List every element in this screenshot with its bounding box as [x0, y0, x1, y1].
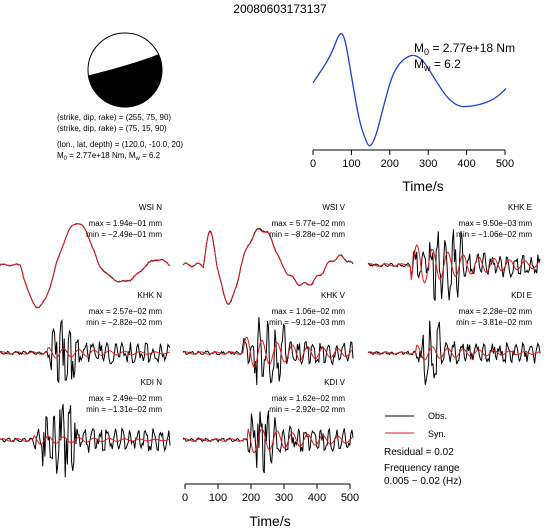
- wave-axis-tick-label: 300: [275, 492, 293, 504]
- waveform-panel: KHK E max = 9.50e−03 mm min = −1.06e−02 mm: [367, 203, 541, 301]
- synthetic-trace: [0, 346, 171, 359]
- waveform-panel: WSI V max = 5.77e−02 mm min = −8.28e−02 mm: [182, 203, 354, 305]
- beachball: [87, 32, 163, 108]
- synthetic-trace: [367, 243, 541, 284]
- synthetic-trace: [182, 428, 354, 454]
- mechanism-info: (strike, dip, rake) = (255, 75, 90) (str…: [57, 113, 183, 162]
- station-label: KDI N: [141, 378, 163, 387]
- legend-residual: Residual = 0.02: [384, 447, 454, 458]
- station-max: max = 5.77e−02 mm: [272, 219, 346, 228]
- waveform-panel: KHK V max = 1.06e−02 mm min = −9.12e−03 mm: [182, 291, 354, 386]
- waveform-panel: WSI N max = 1.94e−01 mm min = −2.49e−01 mm: [0, 203, 171, 309]
- station-max: max = 2.28e−02 mm: [459, 307, 533, 316]
- station-min: min = −3.81e−02 mm: [456, 318, 532, 327]
- station-min: min = −2.49e−01 mm: [86, 230, 162, 239]
- waveform-panel: KDI N max = 2.49e−02 mm min = −1.31e−02 mm: [0, 378, 171, 478]
- mechanism-line-1: (strike, dip, rake) = (255, 75, 90): [57, 113, 171, 122]
- mechanism-line-2: (strike, dip, rake) = (75, 15, 90): [57, 124, 167, 133]
- station-max: max = 2.57e−02 mm: [89, 307, 163, 316]
- stf-axis-tick-label: 300: [419, 158, 437, 170]
- observed-trace: [182, 317, 354, 386]
- station-max: max = 9.50e−03 mm: [459, 219, 533, 228]
- station-label: WSI V: [322, 203, 345, 212]
- legend-obs-label: Obs.: [428, 411, 447, 421]
- station-label: WSI N: [139, 203, 162, 212]
- wave-axis-tick-label: 200: [242, 492, 260, 504]
- station-min: min = −9.12e−03 mm: [269, 318, 345, 327]
- station-max: max = 1.94e−01 mm: [89, 219, 163, 228]
- beachball-compression: [88, 52, 162, 107]
- station-label: KHK E: [508, 203, 532, 212]
- observed-trace: [367, 320, 541, 385]
- waveform-x-axis: 0 100 200 300 400 500: [182, 483, 359, 504]
- station-min: min = −8.28e−02 mm: [269, 230, 345, 239]
- stf-moment-label: M0 = 2.77e+18 Nm: [414, 41, 515, 57]
- station-max: max = 1.06e−02 mm: [272, 307, 346, 316]
- station-min: min = −2.82e−02 mm: [86, 318, 162, 327]
- legend-frequency-title: Frequency range: [384, 463, 460, 474]
- synthetic-trace: [367, 344, 541, 361]
- waveform-x-label: Time/s: [249, 513, 290, 529]
- stf-x-axis: 0 100 200 300 400 500: [310, 149, 514, 170]
- waveform-panel: KDI E max = 2.28e−02 mm min = −3.81e−02 mm: [367, 291, 541, 385]
- station-min: min = −2.92e−02 mm: [269, 405, 345, 414]
- mechanism-moment-line: M0 = 2.77e+18 Nm, Mw = 6.2: [57, 151, 161, 162]
- legend-frequency-value: 0.005 − 0.02 (Hz): [384, 476, 462, 487]
- station-label: KHK N: [138, 291, 163, 300]
- wave-axis-tick-label: 500: [341, 492, 359, 504]
- station-max: max = 2.49e−02 mm: [89, 394, 163, 403]
- observed-trace: [0, 318, 171, 384]
- stf-x-label: Time/s: [402, 178, 443, 194]
- stf-axis-tick-label: 200: [381, 158, 399, 170]
- figure-title: 20080603173137: [233, 2, 327, 16]
- wave-axis-tick-label: 400: [308, 492, 326, 504]
- station-label: KDI E: [511, 291, 532, 300]
- legend-syn-label: Syn.: [428, 429, 446, 439]
- station-max: max = 1.62e−02 mm: [272, 394, 346, 403]
- wave-axis-tick-label: 0: [182, 492, 188, 504]
- synthetic-trace: [0, 223, 171, 309]
- waveform-panel: KDI V max = 1.62e−02 mm min = −2.92e−02 mm: [182, 378, 354, 474]
- synthetic-trace: [0, 434, 171, 445]
- stf-curve: [312, 32, 507, 147]
- synthetic-trace: [182, 228, 354, 305]
- waveform-panels: WSI N max = 1.94e−01 mm min = −2.49e−01 mm…: [0, 203, 541, 478]
- stf-axis-tick-label: 0: [310, 158, 316, 170]
- wave-axis-tick-label: 100: [209, 492, 227, 504]
- station-label: KDI V: [324, 378, 346, 387]
- mechanism-line-3: (lon., lat, depth) = (120.0, -10.0, 20): [57, 140, 183, 149]
- stf-panel: 0 100 200 300 400 500 Time/s M0 = 2.77e+18 Nm…: [310, 32, 515, 194]
- station-label: KHK V: [321, 291, 346, 300]
- stf-axis-tick-label: 400: [457, 158, 475, 170]
- station-min: min = −1.31e−02 mm: [86, 405, 162, 414]
- legend: Obs. Syn. Residual = 0.02 Frequency rang…: [384, 411, 462, 487]
- station-min: min = −1.06e−02 mm: [456, 230, 532, 239]
- observed-trace: [367, 229, 541, 301]
- waveform-panel: KHK N max = 2.57e−02 mm min = −2.82e−02 mm: [0, 291, 171, 384]
- stf-axis-tick-label: 100: [342, 158, 360, 170]
- stf-magnitude-label: Mw = 6.2: [414, 57, 461, 73]
- synthetic-trace: [182, 336, 354, 368]
- stf-axis-tick-label: 500: [496, 158, 514, 170]
